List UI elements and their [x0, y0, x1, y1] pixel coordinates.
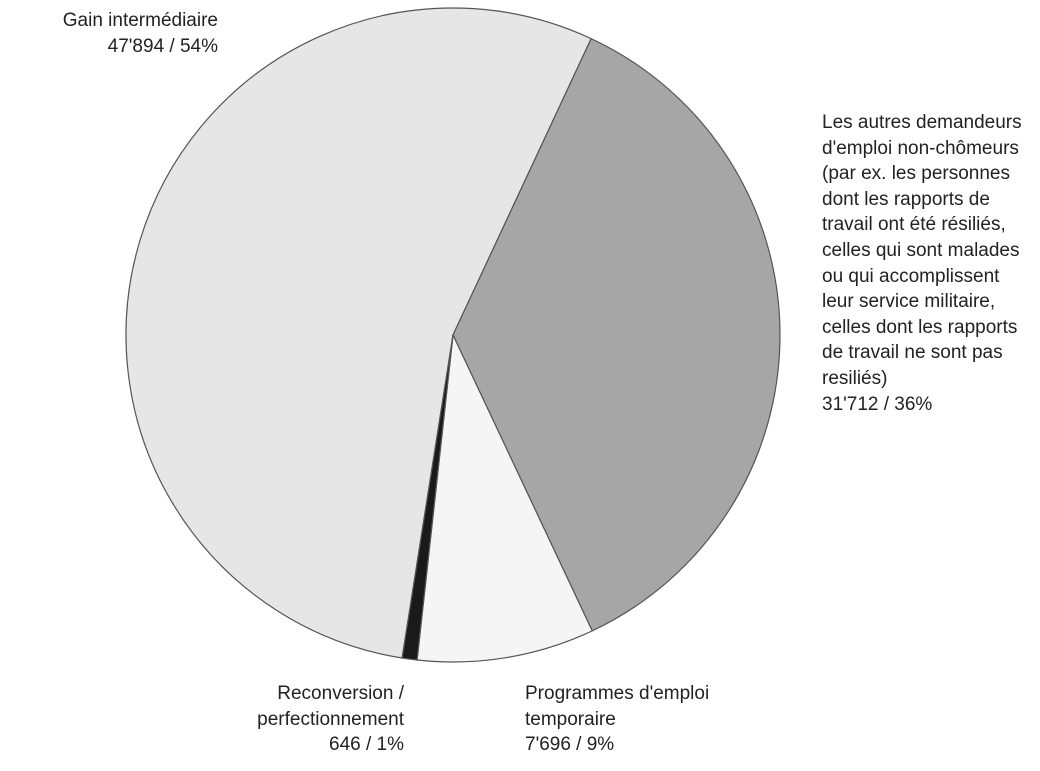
- slice-label: Programmes d'emploi temporaire 7'696 / 9…: [525, 681, 765, 758]
- value-label: 646 / 1%: [329, 734, 404, 756]
- slice-label: Gain intermédiaire 47'894 / 54%: [0, 8, 218, 59]
- value-label: 47'894 / 54%: [107, 35, 218, 57]
- pie-slice: [401, 334, 454, 661]
- slice-label: Les autres demandeurs d'emploi non-chôme…: [822, 110, 1022, 417]
- category-label: Les autres demandeurs d'emploi non-chôme…: [822, 112, 1022, 389]
- pie-slice: [416, 334, 593, 663]
- category-label: Gain intermédiaire: [62, 10, 218, 31]
- category-label: Reconversion / perfectionnement: [257, 683, 404, 730]
- pie-slice: [452, 38, 781, 632]
- pie-slice: [125, 7, 592, 659]
- value-label: 31'712 / 36%: [822, 393, 933, 415]
- category-label: Programmes d'emploi temporaire: [525, 683, 710, 730]
- value-label: 7'696 / 9%: [525, 734, 615, 756]
- slice-label: Reconversion / perfectionnement 646 / 1%: [180, 681, 404, 758]
